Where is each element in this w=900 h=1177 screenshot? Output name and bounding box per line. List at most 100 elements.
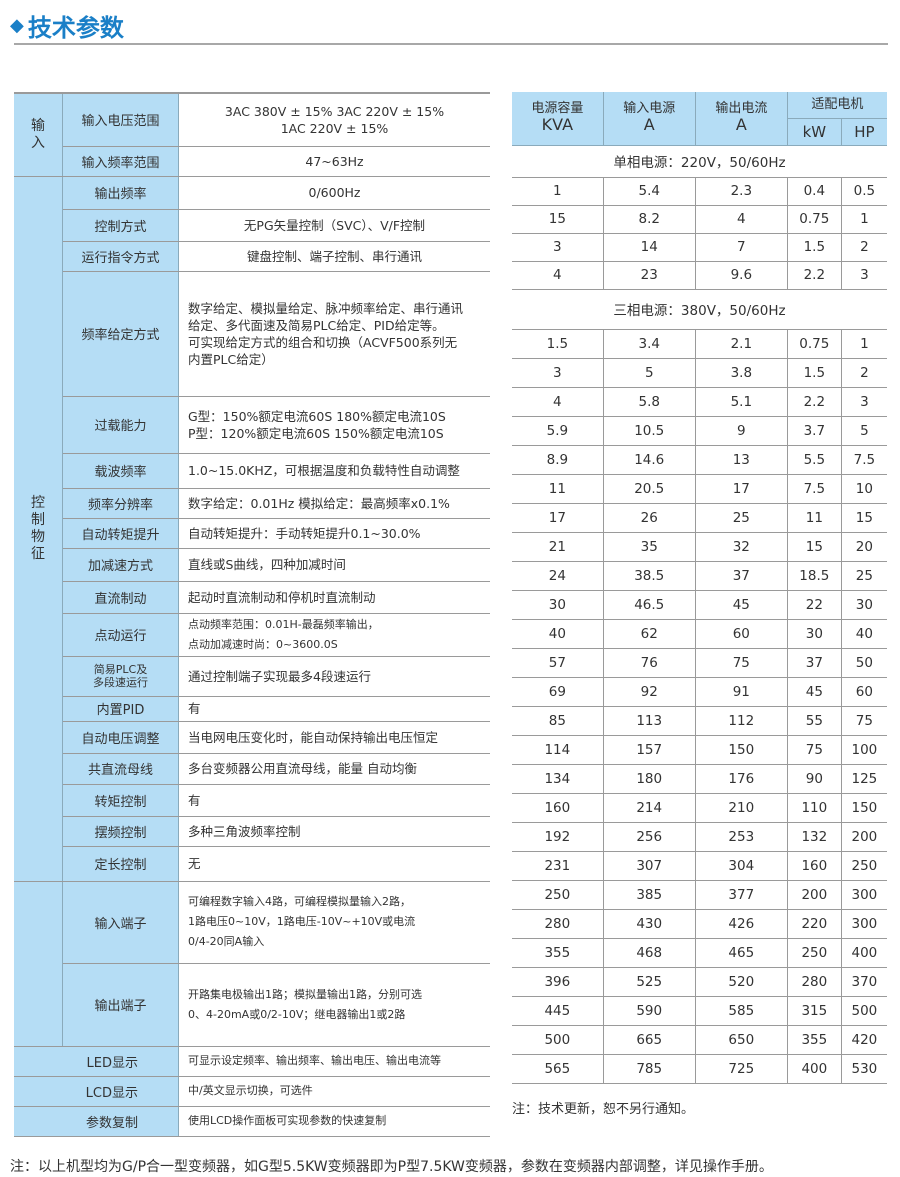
spec-row: 自动转矩提升 自动转矩提升：手动转矩提升0.1~30.0% [14, 518, 490, 549]
model-cell: 585 [695, 996, 788, 1026]
model-cell: 315 [787, 996, 842, 1026]
model-row: 4 23 9.6 2.2 3 [512, 261, 887, 290]
spec-value: 自动转矩提升：手动转矩提升0.1~30.0% [178, 518, 490, 549]
model-cell: 192 [512, 822, 604, 852]
model-row: 192 256 253 132 200 [512, 822, 887, 852]
col-output-current: 输出电流 A [695, 92, 788, 146]
spec-row: 自动电压调整 当电网电压变化时，能自动保持输出电压恒定 [14, 721, 490, 754]
model-cell: 15 [841, 503, 887, 533]
spec-value: G型：150%额定电流60S 180%额定电流10S P型：120%额定电流60S… [178, 396, 490, 454]
spec-label: 输出端子 [62, 963, 179, 1047]
spec-label: 共直流母线 [62, 753, 179, 785]
model-cell: 520 [695, 967, 788, 997]
model-cell: 5.4 [603, 177, 696, 206]
spec-value: 当电网电压变化时，能自动保持输出电压恒定 [178, 721, 490, 754]
model-cell: 307 [603, 851, 696, 881]
model-cell: 7.5 [787, 474, 842, 504]
col-kw: kW [787, 118, 842, 146]
spec-row: 参数复制 使用LCD操作面板可实现参数的快速复制 [14, 1106, 490, 1137]
spec-row: 载波频率 1.0~15.0KHZ，可根据温度和负载特性自动调整 [14, 453, 490, 489]
model-cell: 256 [603, 822, 696, 852]
spec-label: 自动转矩提升 [62, 518, 179, 549]
model-cell: 304 [695, 851, 788, 881]
spec-label: 运行指令方式 [62, 241, 179, 272]
spec-label: 摆频控制 [62, 816, 179, 847]
model-cell: 35 [603, 532, 696, 562]
model-cell: 30 [512, 590, 604, 620]
spec-value: 47~63Hz [178, 146, 490, 177]
spec-row: 加减速方式 直线或S曲线，四种加减时间 [14, 548, 490, 582]
model-cell: 525 [603, 967, 696, 997]
spec-label: 转矩控制 [62, 784, 179, 817]
model-cell: 10.5 [603, 416, 696, 446]
model-cell: 200 [841, 822, 887, 852]
spec-row: 频率分辨率 数字给定：0.01Hz 模拟给定：最高频率x0.1% [14, 488, 490, 519]
model-cell: 9.6 [695, 261, 788, 290]
model-cell: 590 [603, 996, 696, 1026]
model-cell: 69 [512, 677, 604, 707]
model-cell: 400 [841, 938, 887, 968]
col-capacity: 电源容量 KVA [512, 92, 604, 146]
model-cell: 45 [695, 590, 788, 620]
model-cell: 100 [841, 735, 887, 765]
spec-label: 参数复制 [14, 1106, 179, 1137]
model-cell: 1.5 [787, 233, 842, 262]
spec-value: 可编程数字输入4路，可编程模拟量输入2路， 1路电压0~10V，1路电压-10V~… [178, 881, 490, 964]
model-cell: 400 [787, 1054, 842, 1084]
spec-value: 直线或S曲线，四种加减时间 [178, 548, 490, 582]
spec-row: 输入端子 可编程数字输入4路，可编程模拟量输入2路， 1路电压0~10V，1路电压-… [14, 881, 490, 1047]
model-cell: 3 [512, 358, 604, 388]
model-cell: 50 [841, 648, 887, 678]
model-cell: 22 [787, 590, 842, 620]
spec-row: 运行指令方式 键盘控制、端子控制、串行通讯 [14, 241, 490, 272]
spec-value: 点动频率范围：0.01H-最磊频率输出， 点动加减速时尚：0~3600.0S [178, 613, 490, 657]
section-caption: 单相电源：220V，50/60Hz [512, 145, 887, 178]
model-cell: 665 [603, 1025, 696, 1055]
spec-value: 中/英文显示切换，可选件 [178, 1076, 490, 1107]
model-cell: 250 [512, 880, 604, 910]
spec-value: 1.0~15.0KHZ，可根据温度和负载特性自动调整 [178, 453, 490, 489]
model-cell: 134 [512, 764, 604, 794]
spec-row: 控制方式 无PG矢量控制（SVC）、V/F控制 [14, 209, 490, 242]
model-cell: 500 [841, 996, 887, 1026]
model-row: 500 665 650 355 420 [512, 1025, 887, 1055]
model-cell: 176 [695, 764, 788, 794]
spec-row: 频率给定方式 数字给定、模拟量给定、脉冲频率给定、串行通讯 给定、多代面速及简易PL… [14, 271, 490, 397]
spec-label: 加减速方式 [62, 548, 179, 582]
spec-table: 输入 输入电压范围 3AC 380V ± 15% 3AC 220V ± 15% 1AC… [14, 92, 490, 1137]
model-cell: 2 [841, 233, 887, 262]
model-cell: 420 [841, 1025, 887, 1055]
spec-value: 可显示设定频率、输出频率、输出电压、输出电流等 [178, 1046, 490, 1077]
model-cell: 0.75 [787, 329, 842, 359]
model-cell: 11 [787, 503, 842, 533]
spec-value: 键盘控制、端子控制、串行通讯 [178, 241, 490, 272]
spec-row: 输入 输入电压范围 3AC 380V ± 15% 3AC 220V ± 15% 1AC… [14, 92, 490, 177]
model-cell: 0.75 [787, 205, 842, 234]
diamond-icon: ◆ [10, 15, 24, 36]
model-cell: 253 [695, 822, 788, 852]
model-cell: 377 [695, 880, 788, 910]
model-cell: 110 [787, 793, 842, 823]
model-cell: 21 [512, 532, 604, 562]
model-cell: 20 [841, 532, 887, 562]
model-cell: 3.8 [695, 358, 788, 388]
model-cell: 125 [841, 764, 887, 794]
spec-label: 过载能力 [62, 396, 179, 454]
model-cell: 4 [695, 205, 788, 234]
model-cell: 24 [512, 561, 604, 591]
model-row: 160 214 210 110 150 [512, 793, 887, 823]
model-cell: 468 [603, 938, 696, 968]
model-cell: 180 [603, 764, 696, 794]
model-cell: 17 [695, 474, 788, 504]
model-row: 24 38.5 37 18.5 25 [512, 561, 887, 591]
model-cell: 114 [512, 735, 604, 765]
model-cell: 132 [787, 822, 842, 852]
model-cell: 5 [603, 358, 696, 388]
spec-value: 无 [178, 846, 490, 882]
model-row: 355 468 465 250 400 [512, 938, 887, 968]
col-hp: HP [841, 118, 887, 146]
model-cell: 26 [603, 503, 696, 533]
model-row: 8.9 14.6 13 5.5 7.5 [512, 445, 887, 475]
model-cell: 112 [695, 706, 788, 736]
model-cell: 85 [512, 706, 604, 736]
